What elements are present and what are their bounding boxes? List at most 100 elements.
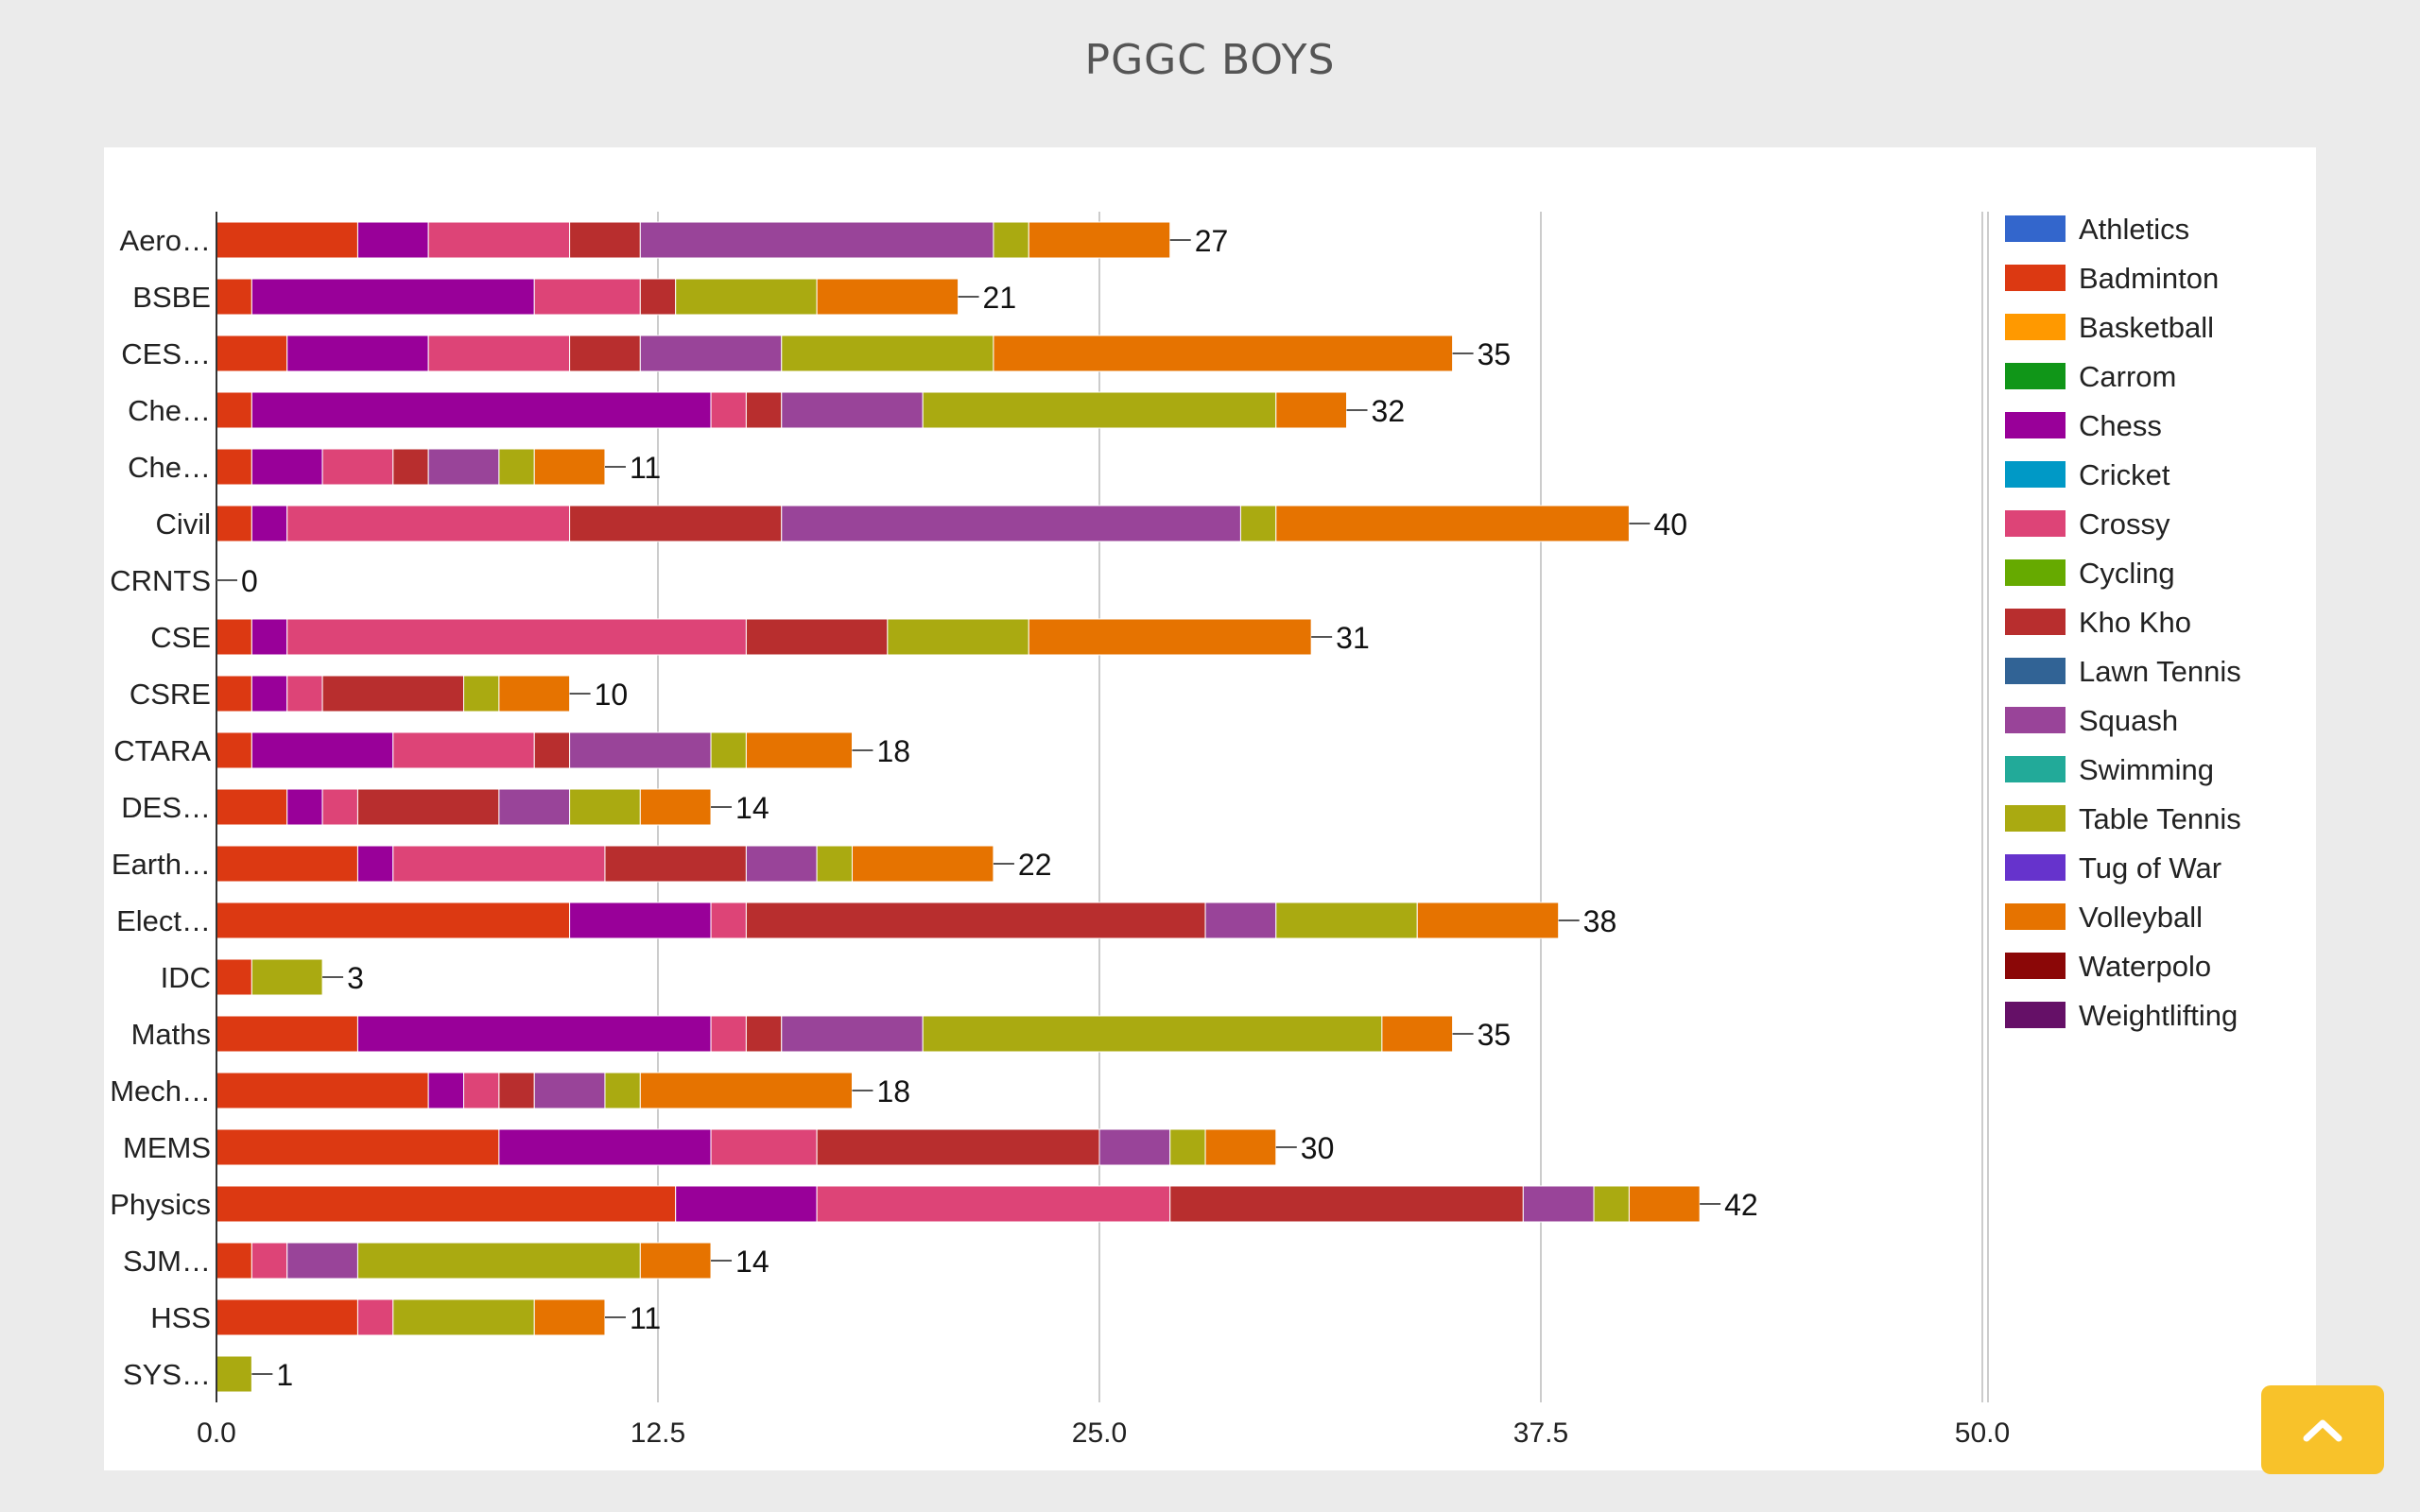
legend-label: Table Tennis bbox=[2079, 802, 2241, 835]
bar-total-label: 22 bbox=[1018, 848, 1052, 882]
bar-segment bbox=[533, 448, 606, 486]
bar-total-label: 14 bbox=[735, 791, 769, 825]
bar-segment bbox=[251, 278, 535, 316]
bar-total-label: 40 bbox=[1653, 507, 1687, 541]
bar-segment bbox=[321, 788, 358, 826]
y-category-label: CTARA bbox=[113, 734, 211, 767]
bar-total-label: 10 bbox=[595, 678, 629, 712]
legend-label: Squash bbox=[2079, 704, 2178, 737]
bar-segment bbox=[216, 1128, 500, 1166]
bar-segment bbox=[569, 788, 641, 826]
bar-segment bbox=[816, 278, 959, 316]
bar-segment bbox=[498, 675, 571, 713]
bar-total-label: 14 bbox=[735, 1245, 769, 1279]
bar-segment bbox=[498, 788, 571, 826]
bar-segment bbox=[533, 731, 571, 769]
bar-segment bbox=[533, 1072, 606, 1109]
bar-total-label: 32 bbox=[1372, 394, 1406, 428]
bar-total-label: 11 bbox=[630, 1301, 661, 1335]
bar-segment bbox=[463, 1072, 500, 1109]
bar-segment bbox=[251, 731, 394, 769]
bar-segment bbox=[1028, 618, 1312, 656]
x-tick-label: 0.0 bbox=[197, 1418, 236, 1449]
x-tick-label: 37.5 bbox=[1513, 1418, 1568, 1449]
legend-label: Cycling bbox=[2079, 557, 2175, 590]
bar-segment bbox=[392, 1298, 535, 1336]
bar-segment bbox=[216, 788, 288, 826]
bar-segment bbox=[816, 1128, 1100, 1166]
y-category-label: Physics bbox=[110, 1188, 211, 1221]
stacked-bar-chart: 0.0 12.5 25.0 37.5 50.0 Aero… 27 BSBE 21 CES… 35 Ch… bbox=[110, 212, 2241, 1449]
bar-segment bbox=[392, 731, 535, 769]
legend-swatch bbox=[2005, 559, 2066, 586]
legend-label: Crossy bbox=[2079, 507, 2170, 541]
bar-total-label: 18 bbox=[876, 734, 910, 768]
bar-segment bbox=[286, 505, 571, 542]
y-category-label: Maths bbox=[131, 1018, 211, 1051]
gridlines bbox=[657, 212, 1989, 1402]
bar-segment bbox=[604, 1072, 641, 1109]
bar-segment bbox=[1522, 1185, 1595, 1223]
scroll-to-top-button[interactable] bbox=[2261, 1385, 2384, 1474]
legend-swatch bbox=[2005, 314, 2066, 340]
bar-segment bbox=[216, 391, 252, 429]
bars bbox=[216, 221, 1701, 1393]
bar-segment bbox=[216, 448, 252, 486]
legend-swatch bbox=[2005, 854, 2066, 881]
x-tick-label: 12.5 bbox=[631, 1418, 685, 1449]
y-category-label: Civil bbox=[155, 507, 211, 541]
legend-label: Volleyball bbox=[2079, 901, 2203, 934]
bar-segment bbox=[1169, 1185, 1524, 1223]
bar-segment bbox=[745, 618, 889, 656]
bar-segment bbox=[216, 731, 252, 769]
y-category-label: CSE bbox=[150, 621, 211, 654]
bar-segment bbox=[216, 1242, 252, 1280]
bar-segment bbox=[356, 788, 500, 826]
bar-total-label: 1 bbox=[276, 1358, 293, 1392]
bar-segment bbox=[498, 1072, 535, 1109]
bar-segment bbox=[356, 221, 429, 259]
legend-swatch bbox=[2005, 215, 2066, 242]
bar-total-label: 11 bbox=[630, 451, 661, 485]
bar-segment bbox=[675, 278, 818, 316]
bar-segment bbox=[639, 1072, 853, 1109]
legend-label: Swimming bbox=[2079, 753, 2214, 786]
bar-total-label: 30 bbox=[1301, 1131, 1335, 1165]
legend: Athletics Badminton Basketball Carrom Chess C… bbox=[2005, 213, 2241, 1032]
bar-segment bbox=[745, 391, 783, 429]
legend-swatch bbox=[2005, 658, 2066, 684]
y-category-label: HSS bbox=[150, 1301, 211, 1334]
bar-segment bbox=[356, 1298, 394, 1336]
bar-segment bbox=[745, 902, 1206, 939]
y-category-label: IDC bbox=[161, 961, 211, 994]
bar-total-label: 38 bbox=[1583, 904, 1617, 938]
bar-segment bbox=[569, 902, 712, 939]
bar-segment bbox=[710, 902, 747, 939]
bar-segment bbox=[1275, 505, 1630, 542]
y-category-label: Earth… bbox=[112, 848, 211, 881]
bar-segment bbox=[675, 1185, 818, 1223]
bar-segment bbox=[427, 335, 571, 372]
x-tick-label: 25.0 bbox=[1072, 1418, 1127, 1449]
legend-swatch bbox=[2005, 1002, 2066, 1028]
bar-total-label: 31 bbox=[1336, 621, 1370, 655]
bar-segment bbox=[1204, 1128, 1277, 1166]
bar-segment bbox=[216, 1298, 358, 1336]
y-category-label: BSBE bbox=[132, 281, 211, 314]
bar-segment bbox=[533, 278, 641, 316]
bar-total-label: 18 bbox=[876, 1074, 910, 1108]
bar-segment bbox=[1628, 1185, 1701, 1223]
bar-segment bbox=[356, 845, 394, 883]
bar-segment bbox=[1239, 505, 1277, 542]
bar-segment bbox=[922, 391, 1277, 429]
bar-segment bbox=[216, 902, 571, 939]
y-category-label: Che… bbox=[128, 451, 211, 484]
bar-segment bbox=[745, 731, 853, 769]
bar-segment bbox=[216, 1072, 429, 1109]
bar-segment bbox=[710, 391, 747, 429]
bar-segment bbox=[710, 1128, 818, 1166]
bar-segment bbox=[498, 1128, 712, 1166]
bar-segment bbox=[569, 221, 641, 259]
bar-segment bbox=[745, 1015, 783, 1053]
bar-segment bbox=[216, 335, 288, 372]
